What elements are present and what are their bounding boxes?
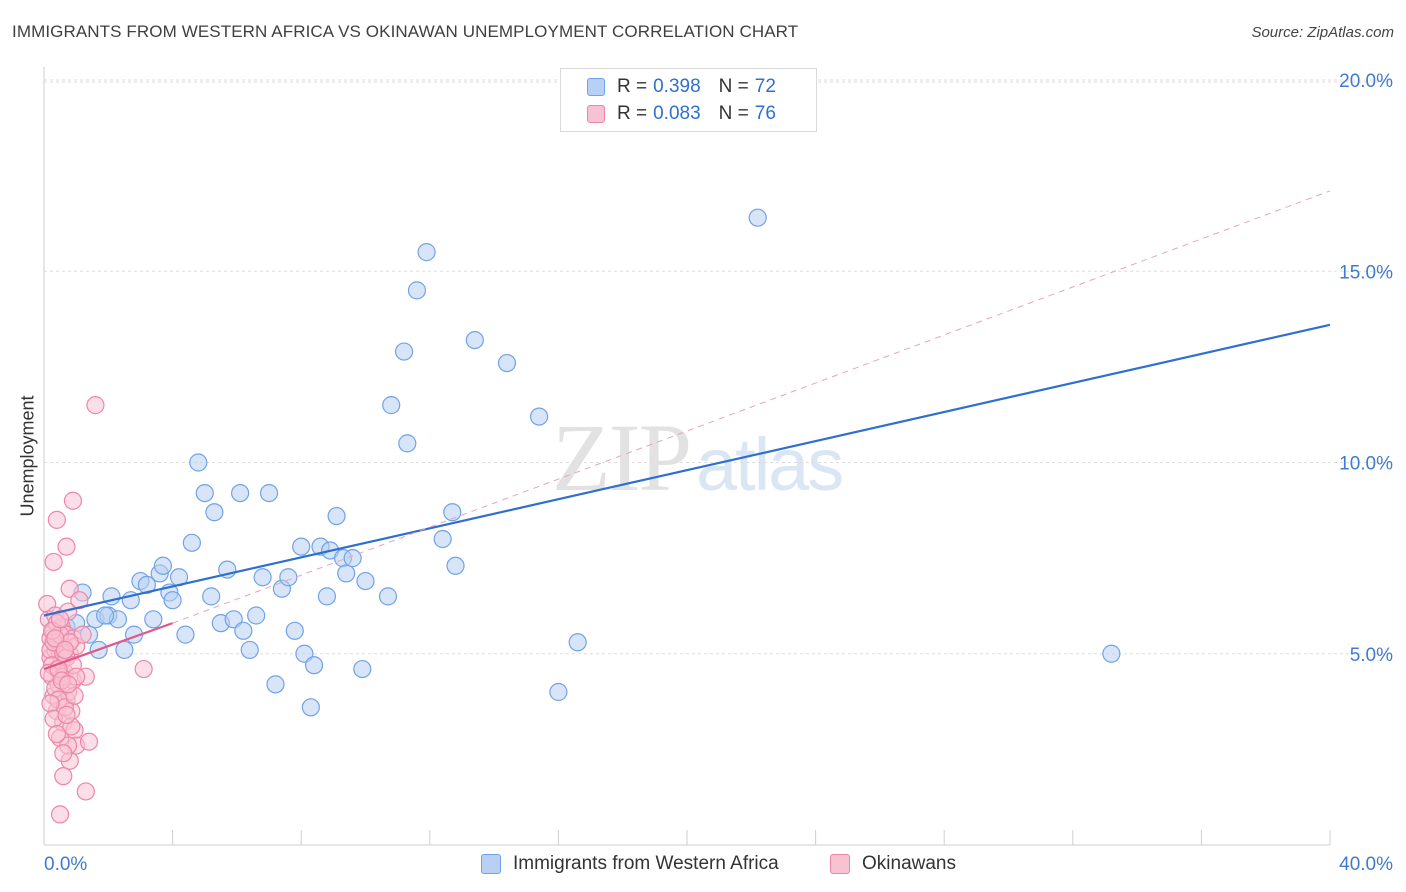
point-western-africa	[433, 529, 452, 549]
point-western-africa	[343, 549, 362, 568]
legend-row-western-africa: R = 0.398 N = 72	[587, 75, 776, 99]
point-okinawans	[55, 640, 74, 660]
point-western-africa	[266, 675, 285, 694]
point-western-africa	[327, 506, 346, 526]
point-western-africa	[163, 591, 182, 610]
legend-n-value: 76	[754, 103, 776, 124]
point-okinawans	[57, 705, 76, 725]
chart-title: IMMIGRANTS FROM WESTERN AFRICA VS OKINAW…	[12, 22, 799, 41]
watermark-zip: ZIP	[552, 404, 692, 511]
point-okinawans	[86, 396, 105, 415]
y-tick-label: 10.0%	[1339, 454, 1393, 475]
bottom-legend-swatch-okinawans	[830, 854, 850, 874]
point-western-africa	[253, 568, 272, 587]
point-western-africa	[240, 640, 259, 660]
point-western-africa	[205, 503, 224, 522]
point-western-africa	[497, 353, 517, 373]
point-western-africa	[398, 434, 417, 453]
point-western-africa	[182, 533, 201, 552]
point-okinawans	[76, 782, 95, 801]
point-okinawans	[50, 805, 70, 824]
bottom-legend-label-western-africa: Immigrants from Western Africa	[513, 853, 779, 874]
legend-row-okinawans: R = 0.083 N = 76	[587, 102, 776, 126]
point-western-africa	[292, 537, 311, 556]
point-western-africa	[231, 484, 250, 503]
point-okinawans	[59, 675, 78, 694]
point-western-africa	[115, 640, 134, 660]
bottom-legend-label-okinawans: Okinawans	[862, 853, 956, 874]
point-okinawans	[41, 694, 60, 713]
point-okinawans	[44, 552, 63, 572]
point-western-africa	[407, 281, 427, 300]
point-western-africa	[394, 342, 414, 361]
point-western-africa	[247, 606, 266, 625]
y-tick-label: 20.0%	[1339, 71, 1393, 92]
point-western-africa	[417, 243, 436, 262]
point-okinawans	[47, 510, 66, 529]
point-western-africa	[378, 587, 398, 606]
point-western-africa	[568, 633, 587, 652]
point-western-africa	[356, 571, 375, 591]
point-western-africa	[95, 606, 115, 625]
legend-r-label: R =	[617, 103, 648, 124]
legend-n-label: N =	[718, 76, 749, 97]
point-western-africa	[1102, 644, 1121, 663]
point-western-africa	[353, 659, 372, 679]
point-okinawans	[54, 767, 73, 786]
point-western-africa	[202, 587, 221, 606]
point-western-africa	[304, 656, 324, 675]
bottom-legend-western-africa: Immigrants from Western Africa	[481, 852, 779, 876]
point-okinawans	[134, 659, 153, 679]
point-western-africa	[446, 556, 465, 575]
point-western-africa	[382, 396, 401, 415]
point-okinawans	[79, 732, 99, 751]
point-western-africa	[748, 208, 767, 227]
point-okinawans	[63, 491, 83, 510]
legend-r-value: 0.398	[653, 76, 701, 97]
point-western-africa	[144, 610, 163, 629]
point-western-africa	[317, 587, 337, 606]
legend-swatch-okinawans	[587, 105, 605, 123]
watermark-atlas: atlas	[696, 423, 844, 506]
point-western-africa	[337, 564, 356, 583]
point-western-africa	[549, 682, 568, 702]
x-tick-label: 40.0%	[1339, 854, 1393, 875]
point-okinawans	[70, 591, 89, 610]
point-western-africa	[153, 556, 173, 575]
point-western-africa	[285, 621, 304, 640]
point-okinawans	[54, 744, 73, 763]
trendline-western-africa	[43, 323, 1331, 617]
trendline-okinawans-extension	[172, 190, 1331, 624]
y-axis-label: Unemployment	[17, 395, 38, 517]
point-western-africa	[530, 407, 549, 426]
point-western-africa	[279, 568, 298, 587]
source-credit: Source: ZipAtlas.com	[1251, 24, 1394, 41]
point-western-africa	[137, 575, 156, 595]
x-tick-label: 0.0%	[44, 854, 87, 875]
point-western-africa	[234, 621, 253, 640]
point-western-africa	[195, 484, 214, 503]
point-western-africa	[176, 625, 195, 644]
point-western-africa	[259, 484, 279, 503]
point-okinawans	[47, 724, 66, 744]
legend-n-value: 72	[754, 76, 776, 97]
bottom-legend-swatch-western-africa	[481, 854, 501, 874]
point-okinawans	[57, 537, 76, 556]
point-western-africa	[443, 503, 462, 522]
point-western-africa	[465, 331, 484, 350]
legend-r-label: R =	[617, 76, 648, 97]
watermark: ZIPatlas	[552, 402, 844, 513]
point-western-africa	[189, 453, 208, 472]
legend-r-value: 0.083	[653, 103, 701, 124]
trendline-okinawans	[43, 622, 173, 671]
correlation-legend: R = 0.398 N = 72 R = 0.083 N = 76	[560, 68, 817, 132]
legend-n-label: N =	[718, 103, 749, 124]
point-western-africa	[301, 698, 320, 717]
y-tick-label: 5.0%	[1350, 645, 1393, 666]
y-tick-label: 15.0%	[1339, 262, 1393, 283]
bottom-legend-okinawans: Okinawans	[830, 852, 956, 876]
legend-swatch-western-africa	[587, 78, 605, 96]
